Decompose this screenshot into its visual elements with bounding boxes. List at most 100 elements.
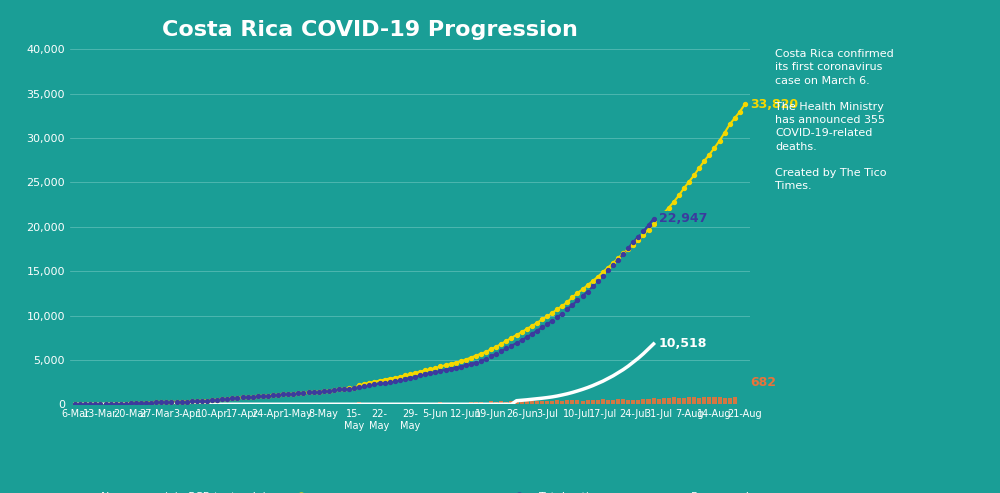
Point [605, 261, 621, 269]
Bar [682, 398, 686, 404]
Bar [702, 397, 706, 404]
Point [77, 400, 93, 408]
Bar [586, 400, 590, 404]
Bar [606, 400, 610, 404]
Point [240, 393, 256, 401]
Point [595, 272, 611, 280]
Bar [565, 400, 569, 404]
Point [407, 373, 423, 381]
Bar [555, 400, 559, 404]
Point [590, 277, 606, 285]
Point [301, 388, 317, 396]
Bar [631, 399, 635, 404]
Bar [489, 401, 493, 404]
Point [580, 281, 596, 289]
Point [275, 390, 291, 398]
Point [148, 398, 164, 406]
Bar [560, 401, 564, 404]
Point [712, 137, 728, 144]
Point [493, 347, 509, 355]
Point [488, 350, 504, 357]
Point [585, 277, 601, 285]
Point [438, 366, 454, 374]
Point [285, 390, 301, 398]
Point [600, 266, 616, 274]
Point [585, 282, 601, 290]
Point [361, 381, 377, 389]
Bar [362, 403, 366, 404]
Point [133, 399, 149, 407]
Point [321, 387, 337, 394]
Point [189, 397, 205, 405]
Bar [494, 402, 498, 404]
Bar [474, 402, 478, 404]
Point [681, 177, 697, 185]
Point [316, 387, 332, 395]
Point [432, 362, 448, 370]
Point [295, 389, 311, 397]
Point [534, 323, 550, 331]
Point [651, 215, 667, 223]
Point [514, 328, 530, 336]
Bar [469, 402, 473, 404]
Point [351, 382, 367, 389]
Point [503, 334, 519, 342]
Bar [712, 397, 717, 404]
Point [250, 392, 266, 400]
Bar [575, 400, 579, 404]
Bar [520, 401, 524, 404]
Point [671, 191, 687, 199]
Point [199, 396, 215, 404]
Point [98, 400, 114, 408]
Bar [636, 399, 640, 404]
Point [209, 396, 225, 404]
Point [641, 226, 657, 234]
Point [595, 268, 611, 276]
Bar [433, 403, 437, 404]
Point [372, 380, 388, 387]
Point [113, 400, 129, 408]
Point [67, 400, 83, 408]
Point [549, 305, 565, 313]
Point [87, 400, 103, 408]
Bar [383, 403, 387, 404]
Point [204, 396, 220, 404]
Point [468, 352, 484, 359]
Point [392, 373, 408, 381]
Bar [459, 403, 463, 404]
Point [407, 369, 423, 377]
Point [727, 114, 743, 122]
Point [590, 273, 606, 281]
Point [630, 236, 646, 244]
Point [194, 397, 210, 405]
Bar [378, 403, 382, 404]
Point [412, 372, 428, 380]
Point [509, 331, 525, 339]
Point [676, 184, 692, 192]
Bar [697, 398, 701, 404]
Point [194, 397, 210, 405]
Point [443, 360, 459, 368]
Point [387, 374, 403, 382]
Point [544, 309, 560, 317]
Point [123, 399, 139, 407]
Text: 33,820: 33,820 [750, 98, 798, 110]
Point [498, 337, 514, 345]
Point [722, 120, 738, 128]
Point [336, 385, 352, 393]
Bar [692, 397, 696, 404]
Point [174, 398, 190, 406]
Point [478, 348, 494, 356]
Point [224, 394, 240, 402]
Point [87, 400, 103, 408]
Point [524, 330, 540, 338]
Point [635, 231, 651, 239]
Point [270, 391, 286, 399]
Point [402, 374, 418, 382]
Point [554, 310, 570, 317]
Point [392, 376, 408, 384]
Point [311, 387, 327, 395]
Point [326, 387, 342, 394]
Point [448, 364, 464, 372]
Bar [596, 400, 600, 404]
